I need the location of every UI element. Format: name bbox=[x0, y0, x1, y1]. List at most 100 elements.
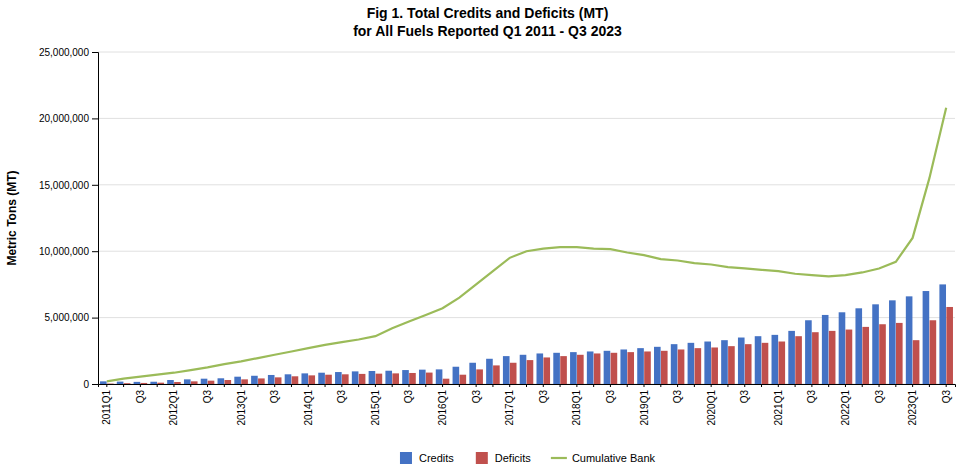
x-tick-label: Q3 bbox=[538, 390, 549, 404]
x-tick bbox=[862, 384, 863, 387]
bar bbox=[107, 383, 114, 384]
bar bbox=[704, 342, 711, 384]
bar bbox=[385, 371, 392, 384]
y-axis-title: Metric Tons (MT) bbox=[5, 170, 19, 265]
bar bbox=[251, 376, 258, 384]
bar bbox=[157, 383, 164, 384]
bar bbox=[184, 379, 191, 384]
x-tick: Q3 bbox=[874, 384, 885, 403]
x-tick-mark bbox=[576, 384, 577, 387]
x-tick bbox=[157, 384, 158, 387]
x-tick: 2016Q1 bbox=[437, 384, 448, 426]
bar bbox=[426, 373, 433, 384]
x-tick: Q3 bbox=[941, 384, 952, 403]
bar bbox=[688, 343, 695, 384]
x-tick-mark bbox=[627, 384, 628, 387]
y-tick-label: 25,000,000 bbox=[39, 47, 89, 58]
bar bbox=[721, 340, 728, 384]
x-tick bbox=[560, 384, 561, 387]
bar bbox=[301, 373, 308, 384]
x-tick bbox=[895, 384, 896, 387]
legend-swatch bbox=[551, 457, 567, 459]
x-tick: 2020Q1 bbox=[706, 384, 717, 426]
legend-label: Deficits bbox=[495, 452, 532, 464]
grid-line bbox=[98, 118, 955, 119]
x-tick-mark bbox=[375, 384, 376, 387]
bar bbox=[402, 370, 409, 384]
x-tick-mark bbox=[694, 384, 695, 387]
x-tick-label: 2022Q1 bbox=[840, 390, 851, 426]
x-tick: 2012Q1 bbox=[168, 384, 179, 426]
x-tick-mark bbox=[862, 384, 863, 387]
bar bbox=[661, 351, 668, 384]
x-tick: Q3 bbox=[202, 384, 213, 403]
bar bbox=[560, 356, 567, 384]
x-tick: 2011Q1 bbox=[101, 384, 112, 425]
x-tick bbox=[190, 384, 191, 387]
bar bbox=[292, 376, 299, 384]
bar bbox=[946, 307, 953, 384]
marks bbox=[100, 108, 953, 384]
legend-item: Credits bbox=[400, 452, 454, 464]
bar bbox=[637, 348, 644, 384]
bar bbox=[788, 331, 795, 384]
bar bbox=[285, 374, 292, 384]
bar bbox=[520, 355, 527, 384]
x-tick: Q3 bbox=[403, 384, 414, 403]
bar bbox=[460, 375, 467, 384]
bar bbox=[493, 365, 500, 384]
y-tick: 0 bbox=[83, 379, 98, 390]
x-tick: 2017Q1 bbox=[504, 384, 515, 426]
x-tick-label: Q3 bbox=[336, 390, 347, 404]
bar bbox=[335, 372, 342, 384]
x-tick-mark bbox=[123, 384, 124, 387]
bar bbox=[822, 315, 829, 384]
y-tick: 20,000,000 bbox=[39, 113, 98, 124]
x-tick-label: Q3 bbox=[202, 390, 213, 404]
x-axis: 2011Q1Q32012Q1Q32013Q1Q32014Q1Q32015Q1Q3… bbox=[99, 384, 956, 426]
bar bbox=[611, 353, 618, 384]
bar-series bbox=[107, 307, 953, 384]
bar bbox=[100, 381, 107, 384]
y-tick: 10,000,000 bbox=[39, 246, 98, 257]
x-tick-mark bbox=[425, 384, 426, 387]
x-tick-label: 2023Q1 bbox=[907, 390, 918, 426]
x-tick-mark bbox=[795, 384, 796, 387]
x-tick-mark bbox=[895, 384, 896, 387]
bar bbox=[543, 357, 550, 384]
bar bbox=[620, 349, 627, 384]
x-tick-label: 2011Q1 bbox=[101, 390, 112, 425]
x-tick-mark bbox=[727, 384, 728, 387]
bar bbox=[369, 371, 376, 384]
grid bbox=[98, 52, 955, 384]
y-tick-label: 0 bbox=[83, 379, 89, 390]
bar bbox=[604, 351, 611, 384]
x-tick-mark bbox=[811, 384, 812, 387]
bar bbox=[409, 373, 416, 384]
x-tick-mark bbox=[190, 384, 191, 387]
bar bbox=[745, 344, 752, 384]
x-tick-label: Q3 bbox=[874, 390, 885, 404]
x-tick-mark bbox=[358, 384, 359, 387]
bar bbox=[258, 378, 265, 384]
x-tick-mark bbox=[761, 384, 762, 387]
x-tick: Q3 bbox=[806, 384, 817, 403]
x-tick-label: Q3 bbox=[135, 390, 146, 404]
bar bbox=[772, 335, 779, 384]
bar bbox=[436, 369, 443, 384]
bar bbox=[359, 374, 366, 384]
x-tick-mark bbox=[173, 384, 174, 387]
bar bbox=[587, 351, 594, 384]
bar bbox=[939, 284, 946, 384]
y-tick-label: 5,000,000 bbox=[45, 312, 90, 323]
x-tick bbox=[593, 384, 594, 387]
x-tick-mark bbox=[106, 384, 107, 387]
x-tick bbox=[291, 384, 292, 387]
x-tick bbox=[526, 384, 527, 387]
x-tick-mark bbox=[946, 384, 947, 387]
x-tick-mark bbox=[207, 384, 208, 387]
bar bbox=[308, 375, 315, 384]
bar bbox=[711, 347, 718, 384]
y-tick-mark bbox=[92, 185, 98, 186]
bar bbox=[738, 338, 745, 384]
